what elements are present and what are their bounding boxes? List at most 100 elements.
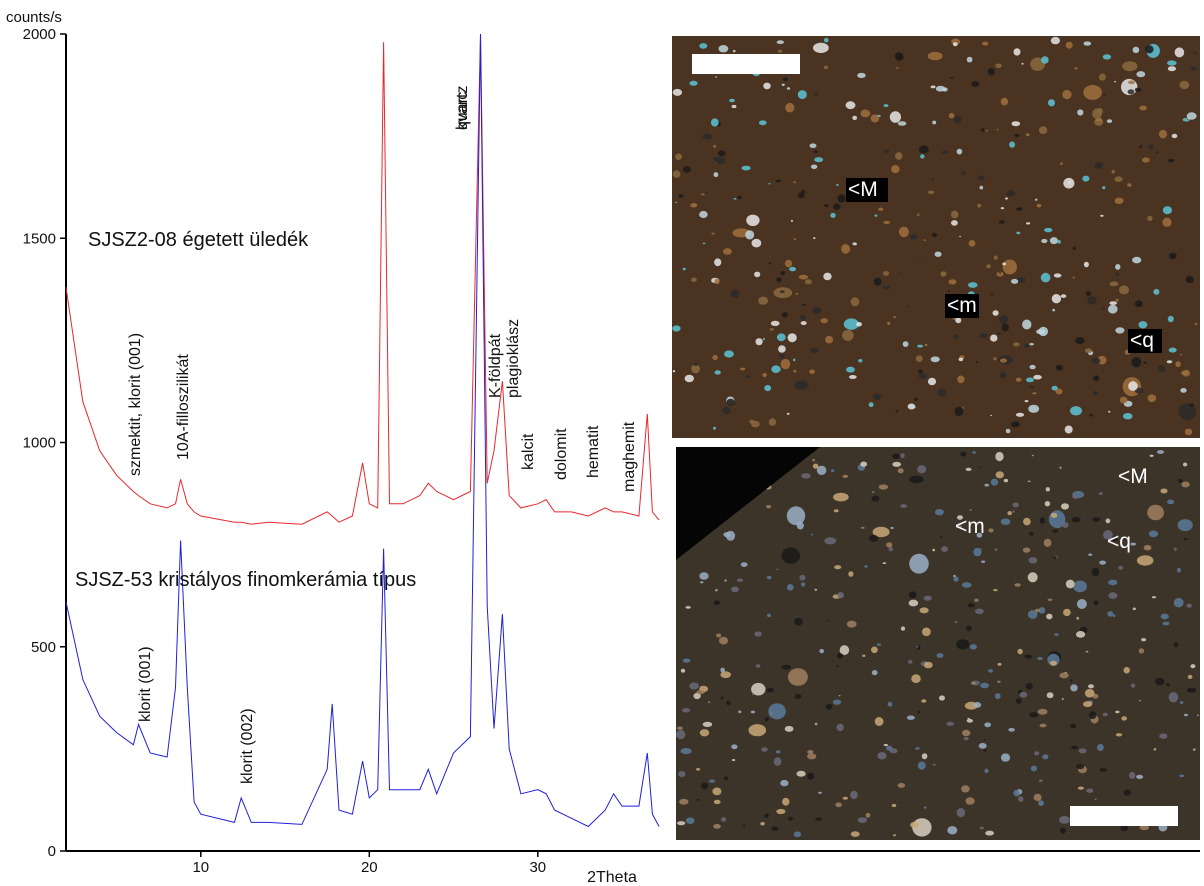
grain: [911, 674, 921, 683]
grain: [1092, 109, 1102, 120]
grain: [802, 190, 806, 194]
grain: [898, 468, 904, 473]
grain: [916, 646, 918, 648]
grain: [895, 152, 902, 160]
grain: [977, 204, 981, 208]
grain: [1149, 144, 1154, 149]
grain: [1159, 130, 1167, 139]
grain: [1070, 684, 1077, 691]
grain: [1131, 357, 1141, 367]
grain: [749, 420, 754, 424]
grain: [793, 181, 796, 183]
grain: [1124, 790, 1131, 796]
grain: [787, 506, 805, 525]
grain: [1030, 365, 1036, 369]
grain: [1139, 700, 1141, 701]
grain: [1114, 81, 1116, 82]
grain: [767, 576, 772, 579]
grain: [785, 260, 792, 268]
grain: [1016, 232, 1020, 235]
grain: [1097, 744, 1104, 751]
peak-label: 10A-filloszilikát: [175, 354, 192, 460]
grain: [935, 252, 942, 257]
grain: [903, 341, 909, 347]
grain: [1038, 800, 1044, 806]
grain: [779, 354, 784, 359]
grain: [714, 258, 721, 266]
grain: [1048, 599, 1053, 601]
grain: [1169, 692, 1179, 702]
grain: [678, 771, 685, 777]
grain: [1041, 56, 1049, 63]
grain: [928, 52, 943, 60]
grain: [890, 527, 893, 529]
grain: [962, 582, 972, 587]
grain: [812, 459, 815, 461]
grain: [1181, 371, 1189, 376]
grain: [979, 467, 982, 468]
grain: [959, 358, 964, 362]
grain: [917, 465, 926, 473]
grain: [782, 548, 801, 564]
grain: [1186, 276, 1194, 283]
grain: [1107, 611, 1113, 617]
grain: [1039, 779, 1043, 782]
grain: [1037, 204, 1042, 208]
grain: [1052, 294, 1061, 303]
grain: [961, 171, 966, 175]
grain: [988, 528, 993, 532]
grain: [787, 87, 790, 89]
grain: [708, 701, 710, 703]
grain: [1011, 421, 1020, 427]
grain: [1061, 503, 1069, 509]
grain: [1062, 90, 1071, 99]
grain: [974, 702, 982, 708]
grain: [1115, 273, 1119, 276]
grain: [873, 394, 882, 400]
grain: [993, 310, 999, 316]
grain: [932, 233, 937, 237]
grain: [714, 800, 721, 804]
x-tick-label: 20: [361, 859, 378, 876]
grain: [1047, 692, 1054, 698]
grain: [1107, 119, 1112, 123]
grain: [1147, 216, 1152, 221]
grain: [722, 407, 730, 414]
y-tick-label: 500: [31, 639, 56, 656]
grain: [951, 220, 958, 226]
grain: [954, 335, 959, 339]
grain: [984, 484, 989, 487]
grain: [1083, 85, 1102, 100]
grain: [815, 723, 818, 726]
grain: [907, 716, 915, 720]
grain: [716, 634, 721, 638]
grain: [1084, 41, 1092, 45]
grain: [801, 582, 805, 586]
grain: [967, 718, 969, 720]
grain: [683, 659, 691, 663]
grain: [703, 243, 706, 245]
grain: [1193, 52, 1197, 54]
grain: [1169, 348, 1177, 353]
grain: [896, 410, 899, 412]
grain: [956, 639, 969, 649]
grain: [1024, 655, 1032, 659]
grain: [1128, 81, 1135, 85]
grain: [774, 757, 782, 765]
grain: [841, 244, 850, 254]
grain: [931, 356, 940, 362]
grain: [1099, 561, 1106, 565]
grain: [947, 722, 954, 726]
grain: [1023, 547, 1030, 552]
grain: [1153, 289, 1159, 295]
grain: [825, 336, 833, 344]
grain: [879, 484, 888, 489]
grain: [1156, 152, 1158, 153]
grain: [947, 290, 950, 292]
grain: [724, 350, 734, 357]
grain: [1006, 429, 1011, 434]
grain: [911, 405, 915, 408]
peak-label: K-földpát: [487, 333, 504, 398]
grain: [1068, 181, 1070, 183]
grain: [729, 99, 735, 102]
